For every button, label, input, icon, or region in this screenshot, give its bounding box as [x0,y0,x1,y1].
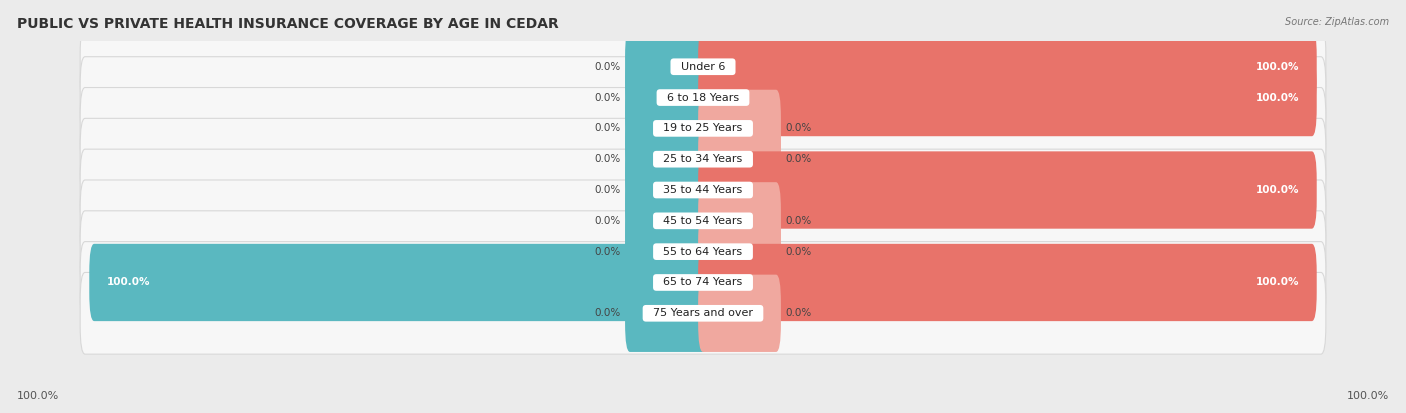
FancyBboxPatch shape [626,275,707,352]
Text: 100.0%: 100.0% [1256,93,1299,102]
Text: 19 to 25 Years: 19 to 25 Years [657,123,749,133]
FancyBboxPatch shape [80,242,1326,323]
Text: 0.0%: 0.0% [595,62,621,72]
Text: 0.0%: 0.0% [785,308,811,318]
Text: 100.0%: 100.0% [1256,278,1299,287]
Text: 100.0%: 100.0% [1347,391,1389,401]
Text: 0.0%: 0.0% [785,247,811,256]
FancyBboxPatch shape [699,28,1317,105]
FancyBboxPatch shape [626,151,707,229]
FancyBboxPatch shape [80,180,1326,262]
FancyBboxPatch shape [699,213,780,290]
Text: 0.0%: 0.0% [595,247,621,256]
FancyBboxPatch shape [80,211,1326,292]
Text: 25 to 34 Years: 25 to 34 Years [657,154,749,164]
Text: 55 to 64 Years: 55 to 64 Years [657,247,749,256]
FancyBboxPatch shape [80,88,1326,169]
Text: 100.0%: 100.0% [1256,62,1299,72]
FancyBboxPatch shape [80,119,1326,200]
FancyBboxPatch shape [699,121,780,198]
FancyBboxPatch shape [626,213,707,290]
FancyBboxPatch shape [699,90,780,167]
FancyBboxPatch shape [699,182,780,259]
Text: 6 to 18 Years: 6 to 18 Years [659,93,747,102]
Text: 0.0%: 0.0% [595,216,621,226]
Text: Under 6: Under 6 [673,62,733,72]
FancyBboxPatch shape [699,244,1317,321]
FancyBboxPatch shape [80,149,1326,231]
FancyBboxPatch shape [699,275,780,352]
Text: 0.0%: 0.0% [595,93,621,102]
Text: 0.0%: 0.0% [595,308,621,318]
Text: 0.0%: 0.0% [595,185,621,195]
FancyBboxPatch shape [626,90,707,167]
FancyBboxPatch shape [90,244,707,321]
Text: 100.0%: 100.0% [17,391,59,401]
Text: 0.0%: 0.0% [595,154,621,164]
Text: 100.0%: 100.0% [1256,185,1299,195]
Text: 35 to 44 Years: 35 to 44 Years [657,185,749,195]
Text: Source: ZipAtlas.com: Source: ZipAtlas.com [1285,17,1389,26]
FancyBboxPatch shape [626,59,707,136]
Text: 100.0%: 100.0% [107,278,150,287]
FancyBboxPatch shape [80,273,1326,354]
FancyBboxPatch shape [626,28,707,105]
Text: 0.0%: 0.0% [785,216,811,226]
Text: PUBLIC VS PRIVATE HEALTH INSURANCE COVERAGE BY AGE IN CEDAR: PUBLIC VS PRIVATE HEALTH INSURANCE COVER… [17,17,558,31]
FancyBboxPatch shape [626,182,707,259]
Text: 45 to 54 Years: 45 to 54 Years [657,216,749,226]
FancyBboxPatch shape [699,151,1317,229]
FancyBboxPatch shape [80,26,1326,108]
FancyBboxPatch shape [626,121,707,198]
FancyBboxPatch shape [699,59,1317,136]
Text: 0.0%: 0.0% [785,154,811,164]
Text: 0.0%: 0.0% [595,123,621,133]
Text: 75 Years and over: 75 Years and over [645,308,761,318]
Text: 0.0%: 0.0% [785,123,811,133]
Text: 65 to 74 Years: 65 to 74 Years [657,278,749,287]
FancyBboxPatch shape [80,57,1326,138]
